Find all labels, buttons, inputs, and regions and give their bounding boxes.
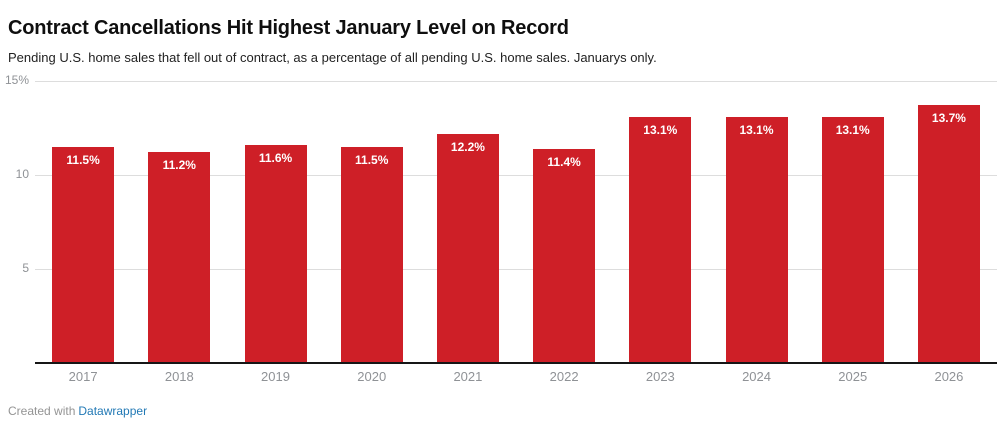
gridline-15 (35, 81, 997, 82)
bar-slot-2018: 11.2% (131, 81, 227, 363)
x-axis-label-2026: 2026 (934, 369, 964, 384)
bar-value-label-2021: 12.2% (450, 139, 485, 154)
bar-2019: 11.6% (244, 144, 307, 363)
bar-2017: 11.5% (52, 146, 115, 363)
bar-slot-2019: 11.6% (227, 81, 323, 363)
bar-slot-2024: 13.1% (708, 81, 804, 363)
chart-title: Contract Cancellations Hit Highest Janua… (8, 17, 569, 40)
bar-value-label-2023: 13.1% (643, 122, 678, 137)
x-axis-label-2020: 2020 (357, 369, 387, 384)
bar-2023: 13.1% (629, 116, 692, 363)
x-axis-line (35, 362, 997, 364)
x-axis-label-2018: 2018 (164, 369, 194, 384)
y-axis-tick-label-10: 10 (15, 167, 29, 181)
x-axis-label-2025: 2025 (838, 369, 868, 384)
bar-value-label-2026: 13.7% (931, 111, 966, 126)
x-axis-label-2023: 2023 (645, 369, 675, 384)
bar-2022: 11.4% (533, 148, 596, 363)
bar-value-label-2017: 11.5% (66, 152, 100, 167)
bar-value-label-2025: 13.1% (835, 122, 870, 137)
bars: 11.5% 11.2% 11.6% 11.5% 12.2% 11.4% 13.1% 13.1%… (35, 81, 997, 363)
bar-slot-2026: 13.7% (901, 81, 997, 363)
datawrapper-link[interactable]: Datawrapper (78, 404, 148, 418)
gridline-5 (35, 269, 997, 270)
bar-value-label-2018: 11.2% (162, 158, 196, 173)
x-axis-label-2017: 2017 (68, 369, 98, 384)
y-axis-tick-label-15: 15% (4, 73, 29, 87)
bar-2020: 11.5% (340, 146, 403, 363)
x-axis-label-2019: 2019 (261, 369, 290, 384)
bar-2024: 13.1% (725, 116, 788, 363)
x-axis-labels: 2017 2018 2019 2020 2021 2022 2023 2024 2025 2026 (35, 369, 997, 384)
bar-2025: 13.1% (821, 116, 884, 363)
y-axis-tick-label-5: 5 (22, 261, 29, 275)
bar-value-label-2020: 11.5% (355, 152, 389, 167)
plot-area: 11.5% 11.2% 11.6% 11.5% 12.2% 11.4% 13.1% 13.1%… (35, 81, 997, 364)
bar-slot-2022: 11.4% (516, 81, 612, 363)
bar-value-label-2019: 11.6% (258, 150, 293, 165)
chart-subtitle: Pending U.S. home sales that fell out of… (8, 50, 657, 65)
bar-2026: 13.7% (917, 105, 980, 363)
created-with-label: Created with (8, 404, 76, 418)
bar-slot-2023: 13.1% (612, 81, 708, 363)
x-axis-label-2024: 2024 (742, 369, 771, 384)
bar-slot-2025: 13.1% (805, 81, 901, 363)
bar-slot-2017: 11.5% (35, 81, 131, 363)
x-axis-label-2021: 2021 (453, 369, 483, 384)
bar-slot-2021: 12.2% (420, 81, 516, 363)
bar-value-label-2022: 11.4% (547, 154, 581, 169)
x-axis-label-2022: 2022 (549, 369, 579, 384)
bar-slot-2020: 11.5% (324, 81, 420, 363)
bar-2021: 12.2% (436, 133, 499, 363)
gridline-10 (35, 175, 997, 176)
attribution: Created with Datawrapper (8, 404, 147, 418)
bar-value-label-2024: 13.1% (739, 122, 774, 137)
bar-2018: 11.2% (148, 152, 211, 363)
